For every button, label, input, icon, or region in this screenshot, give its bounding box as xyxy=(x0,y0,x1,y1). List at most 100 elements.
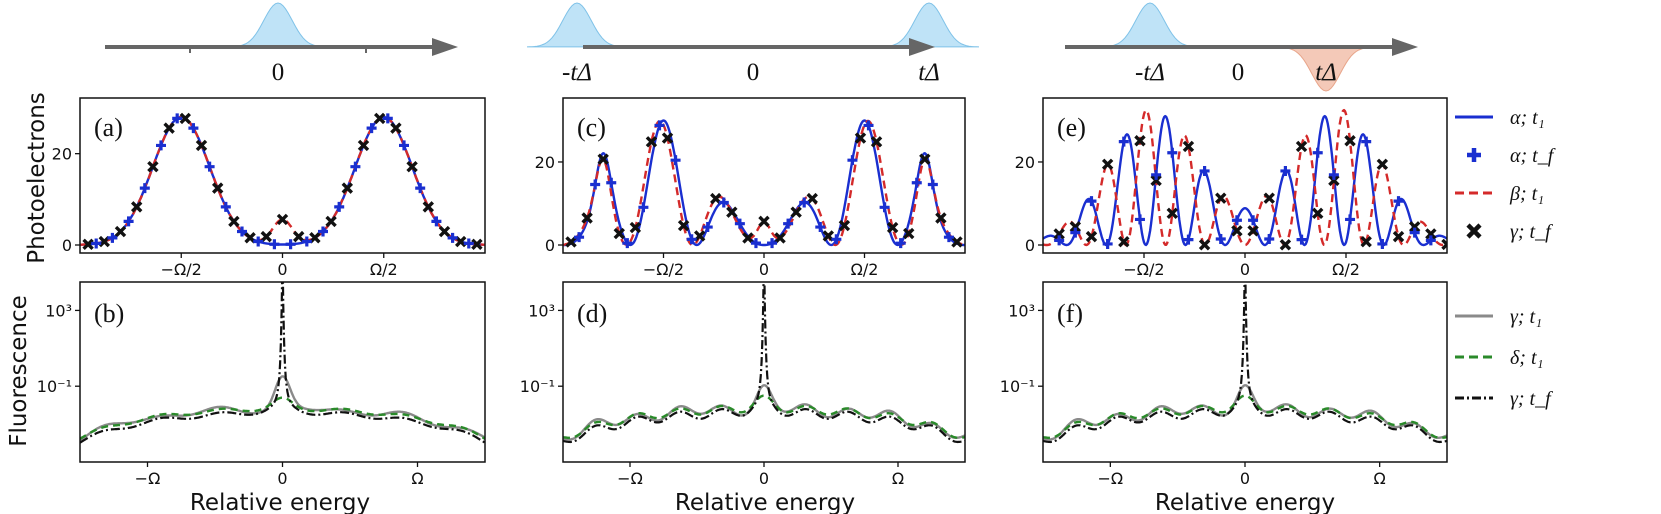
plus-marker xyxy=(91,238,102,249)
plus-marker xyxy=(237,226,247,237)
x-tick-label: Ω/2 xyxy=(370,260,398,279)
series-delta-t1 xyxy=(563,394,965,439)
panel-label: (d) xyxy=(577,299,607,328)
series-delta-t1 xyxy=(1043,394,1447,439)
cross-marker xyxy=(1392,230,1405,243)
plot-area xyxy=(80,282,485,444)
series-gamma-tf xyxy=(1043,282,1447,444)
plus-marker xyxy=(718,197,729,208)
x-tick-label: −Ω xyxy=(1098,469,1124,488)
plus-marker xyxy=(686,234,697,245)
cross-marker xyxy=(1085,230,1098,243)
cross-marker xyxy=(1069,221,1082,233)
plus-marker xyxy=(415,183,426,194)
cross-marker xyxy=(390,122,402,134)
plus-marker xyxy=(606,177,617,188)
cross-marker xyxy=(951,236,963,248)
plus-marker xyxy=(220,201,231,212)
legend-swatch xyxy=(1466,223,1482,239)
plus-marker xyxy=(1264,233,1275,244)
plus-marker xyxy=(879,202,890,213)
y-tick-label: 20 xyxy=(535,153,555,172)
series-gamma-t1 xyxy=(80,375,485,442)
cross-marker xyxy=(886,221,899,234)
y-tick-label: 10⁻¹ xyxy=(520,377,555,396)
plus-marker xyxy=(318,226,328,237)
cross-marker xyxy=(822,230,835,242)
legend-entry: δ; t₁ xyxy=(1455,347,1543,369)
arrow-head-icon xyxy=(1392,38,1418,56)
cross-marker xyxy=(870,136,883,148)
series-gamma-tf xyxy=(563,282,965,444)
plot-area xyxy=(80,112,485,251)
y-tick-label: 10³ xyxy=(528,301,555,320)
legend-label: δ; t₁ xyxy=(1510,347,1543,369)
pulse-tick-label: tΔ xyxy=(1315,59,1337,86)
cross-marker xyxy=(661,132,674,144)
series-gamma-t1 xyxy=(1043,384,1447,441)
plot-area xyxy=(1043,282,1447,444)
plus-marker xyxy=(799,197,810,208)
panel-label: (e) xyxy=(1057,113,1086,142)
xlabel-panel-3: Relative energy xyxy=(1155,490,1335,514)
pulse-shape-1 xyxy=(227,2,329,48)
cross-marker xyxy=(114,225,127,238)
cross-marker xyxy=(179,112,192,125)
panel-frame xyxy=(79,97,486,254)
panel-d: −Ω 0 Ω 10⁻¹ 10³ (d) xyxy=(520,281,966,488)
plus-marker xyxy=(767,238,778,249)
cross-marker xyxy=(438,225,451,238)
plus-marker xyxy=(638,202,649,213)
x-tick-label: −Ω/2 xyxy=(161,260,202,279)
legend-swatch xyxy=(1467,148,1481,162)
cross-marker xyxy=(228,215,240,228)
plus-marker xyxy=(1215,233,1226,244)
plus-marker xyxy=(734,218,745,229)
y-tick-label: 10³ xyxy=(45,301,72,320)
cross-marker xyxy=(1376,158,1389,171)
cross-marker xyxy=(147,160,159,173)
plus-marker xyxy=(1070,227,1081,238)
cross-marker xyxy=(1344,135,1356,147)
plus-marker xyxy=(382,113,393,124)
plot-area xyxy=(1043,108,1447,251)
cross-marker xyxy=(645,136,658,148)
plus-marker xyxy=(654,120,665,131)
cross-marker xyxy=(1150,174,1162,187)
cross-marker xyxy=(357,139,370,152)
plus-marker xyxy=(847,155,858,166)
cross-marker xyxy=(373,112,386,125)
plus-marker xyxy=(831,234,842,245)
cross-marker xyxy=(742,232,754,244)
panel-label: (b) xyxy=(94,299,124,328)
plus-marker xyxy=(301,236,312,247)
plus-marker xyxy=(1345,214,1356,225)
legend-label: α; t₁ xyxy=(1510,107,1545,129)
cross-marker xyxy=(919,153,931,165)
ylabel-photoelectrons: Photoelectrons xyxy=(24,92,50,264)
plus-marker xyxy=(750,238,761,249)
series-delta-t1 xyxy=(80,396,485,440)
y-tick-label: 10⁻¹ xyxy=(37,377,72,396)
plus-marker xyxy=(1248,215,1259,226)
legend-label: α; t_f xyxy=(1510,145,1556,167)
cross-marker xyxy=(1295,140,1308,153)
x-tick-label: 0 xyxy=(759,260,769,279)
cross-marker xyxy=(1118,235,1130,248)
plus-marker xyxy=(1425,235,1436,246)
ylabel-fluorescence: Fluorescence xyxy=(6,295,32,447)
panel-a: −Ω/2 0 Ω/2 0 20 (a) xyxy=(52,97,486,279)
legend-label: β; t₁ xyxy=(1509,183,1544,205)
cross-marker xyxy=(629,221,642,234)
legend-entry: α; t₁ xyxy=(1455,107,1545,129)
cross-marker xyxy=(677,219,690,232)
legend-label: γ; t₁ xyxy=(1510,306,1542,328)
cross-marker xyxy=(1101,158,1114,171)
legend-entry: γ; t_f xyxy=(1466,221,1553,243)
cross-marker xyxy=(422,201,435,213)
pulse-diagram-2: -tΔ 0 tΔ xyxy=(526,2,980,86)
cross-marker xyxy=(454,235,467,248)
pulse-tick-label: 0 xyxy=(747,59,760,86)
plus-marker xyxy=(670,155,681,166)
